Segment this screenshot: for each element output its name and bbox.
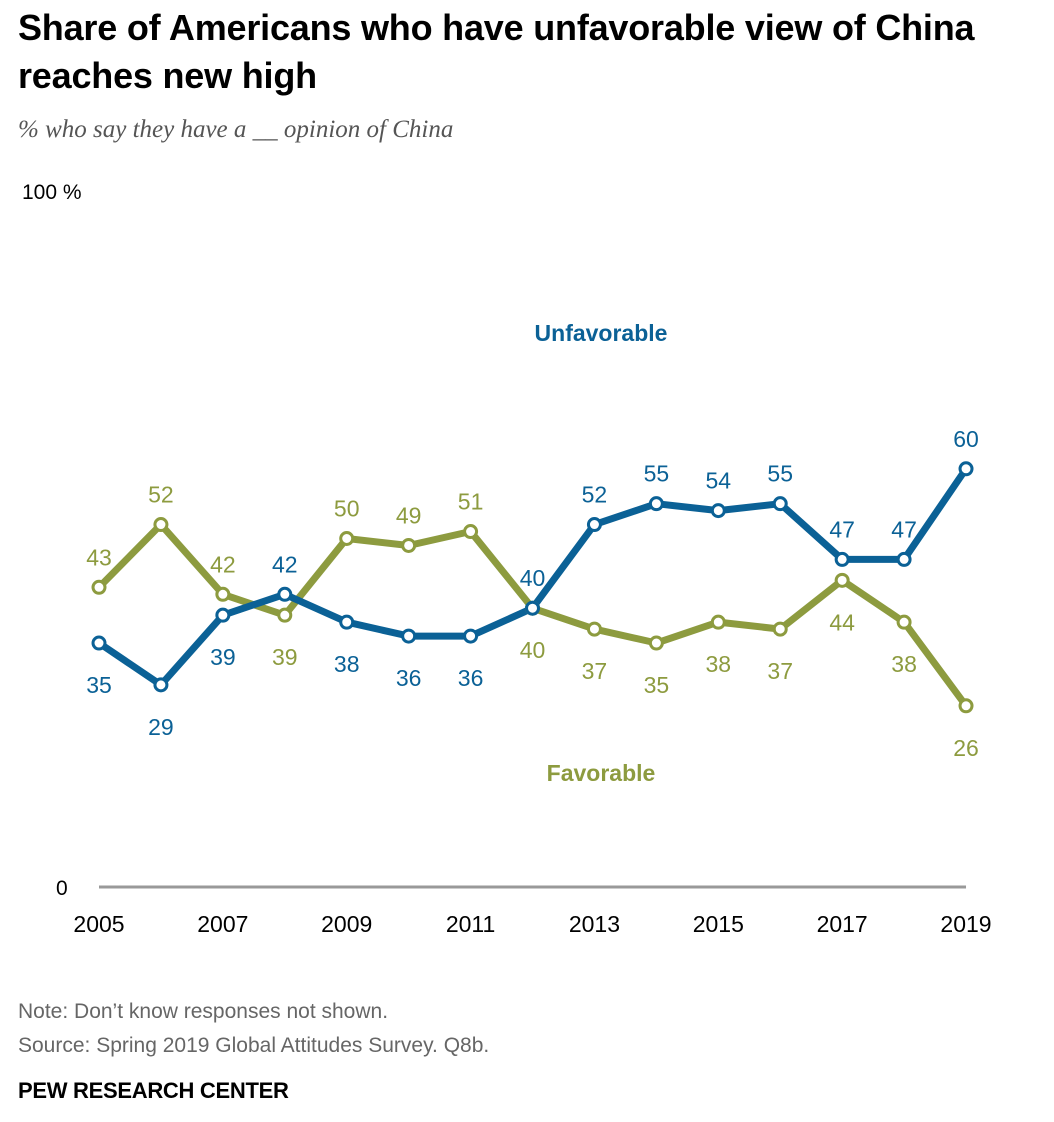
chart-subtitle: % who say they have a __ opinion of Chin… xyxy=(18,116,454,143)
y-tick-label-0: 0 xyxy=(56,877,68,900)
unfavorable-point-2005 xyxy=(91,635,107,651)
favorable-label-2007: 42 xyxy=(210,551,236,577)
unfavorable-series-label: Unfavorable xyxy=(535,320,668,346)
unfavorable-point-2007 xyxy=(215,607,231,623)
unfavorable-point-2012 xyxy=(525,600,541,616)
chart-title: Share of Americans who have unfavorable … xyxy=(18,7,975,96)
x-tick-label-2005: 2005 xyxy=(73,911,124,937)
unfavorable-point-2018 xyxy=(896,551,912,567)
favorable-label-2012: 40 xyxy=(520,637,546,663)
x-tick-label-2009: 2009 xyxy=(321,911,372,937)
favorable-point-2017 xyxy=(834,572,850,588)
favorable-point-2007 xyxy=(215,586,231,602)
unfavorable-point-2008 xyxy=(277,586,293,602)
favorable-label-2015: 38 xyxy=(706,651,732,677)
x-tick-label-2017: 2017 xyxy=(817,911,868,937)
x-tick-label-2013: 2013 xyxy=(569,911,620,937)
unfavorable-point-2010 xyxy=(401,628,417,644)
chart-source: Source: Spring 2019 Global Attitudes Sur… xyxy=(18,1034,490,1057)
favorable-point-2015 xyxy=(710,614,726,630)
y-tick-label-100: 100 % xyxy=(22,181,82,204)
favorable-label-2011: 51 xyxy=(458,489,484,515)
favorable-label-2013: 37 xyxy=(582,658,608,684)
favorable-label-2010: 49 xyxy=(396,502,422,528)
favorable-label-2016: 37 xyxy=(767,658,793,684)
unfavorable-point-2011 xyxy=(463,628,479,644)
favorable-label-2019: 26 xyxy=(953,735,979,761)
x-tick-label-2011: 2011 xyxy=(446,911,495,937)
favorable-label-2005: 43 xyxy=(86,544,112,570)
favorable-point-2009 xyxy=(339,531,355,546)
brand-label: PEW RESEARCH CENTER xyxy=(18,1078,289,1103)
unfavorable-point-2009 xyxy=(339,614,355,630)
unfavorable-label-2017: 47 xyxy=(829,516,855,542)
favorable-label-2017: 44 xyxy=(829,609,855,635)
unfavorable-label-2012: 40 xyxy=(520,565,546,591)
favorable-series-label: Favorable xyxy=(547,760,656,786)
unfavorable-label-2006: 29 xyxy=(148,714,174,740)
favorable-point-2010 xyxy=(401,537,417,553)
chart-note: Note: Don’t know responses not shown. xyxy=(18,1000,389,1023)
favorable-point-2008 xyxy=(277,607,293,623)
unfavorable-label-2013: 52 xyxy=(582,482,608,508)
unfavorable-label-2008: 42 xyxy=(272,551,298,577)
unfavorable-point-2013 xyxy=(586,517,602,533)
favorable-label-2014: 35 xyxy=(644,672,670,698)
unfavorable-label-2015: 54 xyxy=(706,468,732,494)
favorable-point-2011 xyxy=(463,524,479,540)
favorable-point-2019 xyxy=(958,698,974,714)
unfavorable-label-2009: 38 xyxy=(334,651,360,677)
unfavorable-label-2018: 47 xyxy=(891,516,917,542)
favorable-point-2006 xyxy=(153,517,169,533)
favorable-point-2014 xyxy=(648,635,664,651)
x-tick-label-2015: 2015 xyxy=(693,911,744,937)
favorable-point-2016 xyxy=(772,621,788,637)
favorable-label-2006: 52 xyxy=(148,482,174,508)
unfavorable-label-2007: 39 xyxy=(210,644,236,670)
unfavorable-point-2016 xyxy=(772,496,788,512)
unfavorable-point-2006 xyxy=(153,677,169,693)
favorable-label-2008: 39 xyxy=(272,644,298,670)
unfavorable-label-2014: 55 xyxy=(644,461,670,487)
favorable-point-2013 xyxy=(586,621,602,637)
favorable-point-2005 xyxy=(91,579,107,595)
x-tick-label-2019: 2019 xyxy=(940,911,991,937)
unfavorable-point-2017 xyxy=(834,551,850,567)
unfavorable-label-2011: 36 xyxy=(458,665,484,691)
unfavorable-point-2014 xyxy=(648,496,664,512)
unfavorable-point-2015 xyxy=(710,503,726,519)
favorable-label-2018: 38 xyxy=(891,651,917,677)
favorable-label-2009: 50 xyxy=(334,496,360,522)
favorable-point-2018 xyxy=(896,614,912,630)
unfavorable-label-2019: 60 xyxy=(953,426,979,452)
unfavorable-label-2010: 36 xyxy=(396,665,422,691)
unfavorable-label-2016: 55 xyxy=(767,461,793,487)
unfavorable-point-2019 xyxy=(958,461,974,477)
x-tick-label-2007: 2007 xyxy=(197,911,248,937)
unfavorable-label-2005: 35 xyxy=(86,672,112,698)
